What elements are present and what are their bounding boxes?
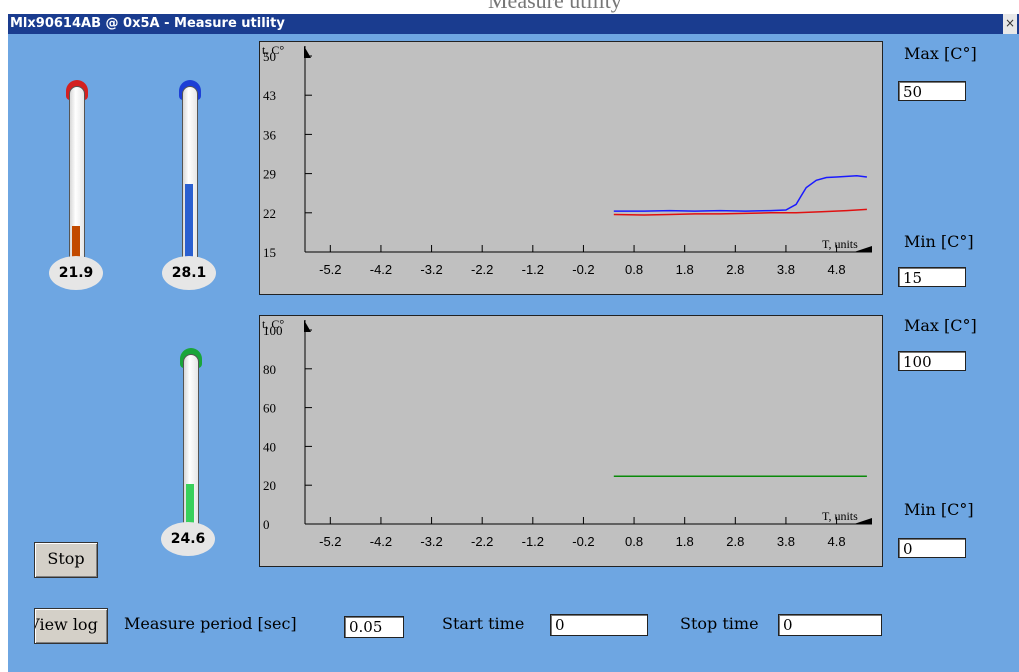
top-chart-x-tick-label: 0.8 — [625, 262, 643, 277]
view-log-button[interactable]: View log — [34, 608, 108, 644]
bottom-chart-y-tick-label: 40 — [263, 439, 276, 454]
top-chart-y-label: t, C° — [262, 43, 284, 57]
top-chart-x-tick-label: 2.8 — [726, 262, 744, 277]
bottom-chart-y-label: t, C° — [262, 317, 284, 331]
bottom-chart-y-tick-label: 0 — [263, 517, 270, 532]
bottom-max-field[interactable]: 100 — [898, 351, 966, 371]
top-chart-x-tick-label: 1.8 — [676, 262, 694, 277]
thermometer-1-level — [72, 226, 80, 266]
thermometer-3-readout: 24.6 — [161, 522, 215, 556]
top-chart-x-arrow — [854, 246, 872, 252]
bottom-chart-y-tick-label: 20 — [263, 478, 276, 493]
bottom-chart-y-tick-label: 60 — [263, 401, 276, 416]
measure-utility-window: Mlx90614AB @ 0x5A - Measure utility × 21… — [8, 14, 1019, 672]
start-time-label: Start time — [442, 614, 525, 633]
stop-time-field[interactable]: 0 — [778, 614, 882, 636]
top-max-label: Max [C°] — [904, 44, 977, 63]
stop-time-label: Stop time — [680, 614, 759, 633]
bottom-chart-y-tick-label: 80 — [263, 362, 276, 377]
bottom-chart: t, C° T, units 0 20 40 60 80 100 -5.2 -4.2 -3.2 -2.… — [259, 315, 883, 567]
bottom-chart-x-tick-label: -3.2 — [420, 534, 442, 549]
top-chart-x-tick-label: -2.2 — [471, 262, 493, 277]
top-chart-y-tick-label: 29 — [263, 167, 276, 182]
top-max-field[interactable]: 50 — [898, 81, 966, 101]
top-chart-y-arrow — [304, 46, 311, 58]
background-caption: Measure utility — [488, 0, 622, 13]
bottom-chart-x-tick-label: 3.8 — [777, 534, 795, 549]
top-chart-y-tick-label: 15 — [263, 245, 276, 260]
top-chart-x-tick-label: -1.2 — [522, 262, 544, 277]
top-chart: t, C° T, units 15 22 29 36 43 50 -5.2 -4.2 -3.2 -2.… — [259, 41, 883, 295]
bottom-chart-x-label: T, units — [822, 509, 858, 523]
measure-period-field[interactable]: 0.05 — [344, 616, 404, 638]
top-chart-y-tick-label: 50 — [263, 49, 276, 64]
stop-button[interactable]: Stop — [34, 542, 98, 578]
close-icon[interactable]: × — [1003, 14, 1017, 34]
view-log-label: View log — [34, 615, 98, 634]
bottom-chart-x-tick-label: -1.2 — [522, 534, 544, 549]
top-chart-y-tick-label: 43 — [263, 88, 276, 103]
top-chart-series-line-0 — [613, 175, 867, 212]
thermometer-1-readout: 21.9 — [49, 256, 103, 290]
top-chart-x-tick-label: -0.2 — [572, 262, 594, 277]
bottom-min-field[interactable]: 0 — [898, 538, 966, 558]
top-chart-y-tick-label: 22 — [263, 206, 276, 221]
top-chart-x-tick-label: -3.2 — [420, 262, 442, 277]
top-chart-x-label: T, units — [822, 237, 858, 251]
bottom-chart-x-tick-label: 1.8 — [676, 534, 694, 549]
bottom-min-label: Min [C°] — [904, 500, 974, 519]
bottom-chart-y-tick-label: 100 — [263, 323, 283, 338]
bottom-chart-x-tick-label: 0.8 — [625, 534, 643, 549]
thermometer-2-readout: 28.1 — [162, 256, 216, 290]
title-bar[interactable]: Mlx90614AB @ 0x5A - Measure utility × — [8, 14, 1019, 34]
top-chart-x-tick-label: -5.2 — [319, 262, 341, 277]
bottom-chart-x-tick-label: 4.8 — [828, 534, 846, 549]
window-title: Mlx90614AB @ 0x5A - Measure utility — [10, 16, 285, 31]
bottom-chart-x-arrow — [854, 518, 872, 524]
top-chart-x-tick-label: 4.8 — [828, 262, 846, 277]
thermometer-3-level — [186, 484, 194, 528]
start-time-field[interactable]: 0 — [550, 614, 648, 636]
bottom-chart-x-tick-label: 2.8 — [726, 534, 744, 549]
bottom-chart-y-arrow — [304, 320, 311, 332]
top-chart-x-tick-label: -4.2 — [370, 262, 392, 277]
top-min-label: Min [C°] — [904, 232, 974, 251]
thermometer-2-level — [185, 184, 193, 266]
top-min-field[interactable]: 15 — [898, 267, 966, 287]
bottom-max-label: Max [C°] — [904, 316, 977, 335]
bottom-chart-plot: t, C° T, units 0 20 40 60 80 100 -5.2 -4.2 -3.2 -2.… — [262, 317, 872, 549]
top-chart-series-line-1 — [613, 208, 867, 216]
bottom-chart-x-tick-label: -0.2 — [572, 534, 594, 549]
measure-period-label: Measure period [sec] — [124, 614, 297, 633]
top-chart-plot: t, C° T, units 15 22 29 36 43 50 -5.2 -4.2 -3.2 -2.… — [262, 43, 872, 277]
top-chart-y-tick-label: 36 — [263, 127, 277, 142]
top-chart-x-tick-label: 3.8 — [777, 262, 795, 277]
bottom-chart-x-tick-label: -2.2 — [471, 534, 493, 549]
bottom-chart-x-tick-label: -4.2 — [370, 534, 392, 549]
bottom-chart-x-tick-label: -5.2 — [319, 534, 341, 549]
